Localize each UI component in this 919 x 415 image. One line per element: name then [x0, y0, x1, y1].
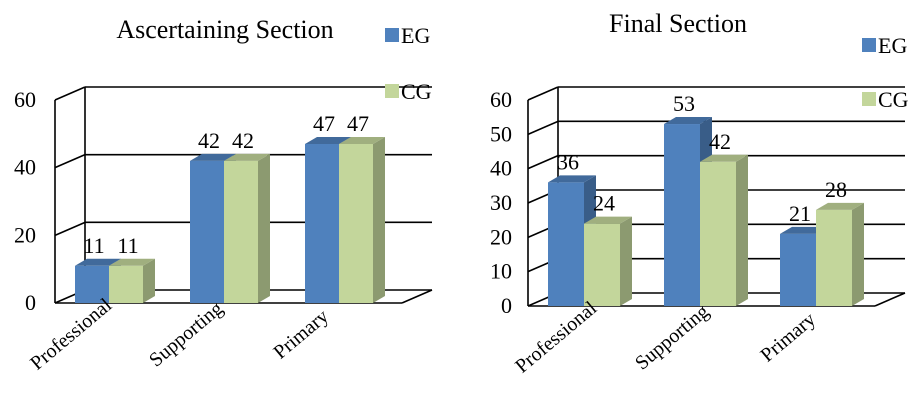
bar-side	[736, 154, 748, 306]
bar-front	[75, 265, 109, 303]
y-tick-label: 30	[490, 190, 512, 215]
bar-cg-primary: 47	[339, 111, 385, 303]
bar-top	[75, 258, 121, 266]
bar-side	[620, 216, 632, 306]
legend: EG CG	[862, 33, 909, 112]
chart-title: Ascertaining Section	[116, 15, 333, 44]
chart-title: Final Section	[609, 9, 747, 38]
bar-front	[780, 233, 816, 306]
y-tick-label: 40	[490, 156, 512, 181]
y-tick-label: 50	[490, 121, 512, 146]
bar-top	[190, 153, 236, 161]
bar-front	[816, 209, 852, 306]
floor-edge	[874, 292, 906, 307]
bar-front	[664, 124, 700, 307]
bar-cg-supporting: 42	[700, 129, 748, 306]
gridline-side	[54, 153, 86, 169]
data-label: 47	[347, 111, 369, 136]
bar-eg-supporting: 53	[664, 91, 712, 307]
bar-top	[548, 175, 596, 183]
data-label: 53	[673, 91, 695, 116]
y-tick-label: 60	[490, 87, 512, 112]
y-tick-label: 0	[25, 290, 36, 315]
floor-edge	[401, 289, 433, 304]
final-section-chart: Final Section 0 10 20 30 40 50 60 36 24 Professio…	[490, 9, 909, 378]
bar-front	[548, 182, 584, 306]
data-label: 47	[313, 111, 335, 136]
bar-front	[700, 161, 736, 306]
bar-front	[339, 143, 373, 303]
bar-cg-supporting: 42	[224, 128, 270, 303]
bar-front	[584, 223, 620, 306]
bar-top	[339, 136, 385, 144]
gridline-side	[527, 154, 559, 170]
bar-side	[258, 153, 270, 303]
legend-swatch-eg	[385, 28, 399, 42]
bar-front	[305, 143, 339, 303]
legend-label-cg: CG	[878, 87, 909, 112]
legend-label-eg: EG	[401, 23, 430, 48]
y-tick-label: 10	[490, 259, 512, 284]
bar-top	[816, 202, 864, 210]
ascertaining-section-chart: Ascertaining Section 0 20 40 60 11 11 Professi…	[14, 15, 433, 375]
data-label: 21	[789, 201, 811, 226]
data-label: 11	[117, 233, 138, 258]
bar-cg-professional: 24	[584, 191, 632, 306]
bar-top	[109, 258, 155, 266]
y-tick-label: 40	[14, 155, 36, 180]
legend-label-eg: EG	[878, 33, 907, 58]
x-tick-label: Supporting	[145, 297, 227, 371]
data-label: 24	[593, 191, 615, 216]
y-tick-label: 0	[501, 293, 512, 318]
legend-swatch-eg	[862, 38, 876, 52]
x-tick-label: Primary	[756, 308, 820, 366]
bar-top	[305, 136, 351, 144]
x-tick-label: Professional	[511, 297, 601, 378]
y-tick-label: 20	[14, 222, 36, 247]
data-label: 42	[232, 128, 254, 153]
bar-top	[700, 154, 748, 162]
y-tick-label: 60	[14, 87, 36, 112]
legend-label-cg: CG	[401, 79, 432, 104]
bar-side	[852, 202, 864, 306]
bar-cg-primary: 28	[816, 177, 864, 306]
legend-swatch-cg	[385, 84, 399, 98]
bar-side	[143, 258, 155, 303]
legend: EG CG	[385, 23, 432, 104]
data-label: 28	[825, 177, 847, 202]
bar-front	[190, 160, 224, 303]
bar-cg-professional: 11	[109, 233, 155, 303]
data-label: 42	[198, 128, 220, 153]
bar-front	[224, 160, 258, 303]
y-tick-label: 20	[490, 224, 512, 249]
bar-top	[664, 117, 712, 125]
legend-swatch-cg	[862, 92, 876, 106]
bar-top	[584, 216, 632, 224]
bar-top	[224, 153, 270, 161]
x-tick-label: Professional	[26, 294, 116, 375]
bar-side	[373, 136, 385, 303]
data-label: 36	[557, 149, 579, 174]
gridline-side	[527, 86, 559, 101]
gridline-side	[54, 86, 86, 101]
gridline-side	[54, 221, 86, 237]
x-tick-label: Supporting	[631, 300, 713, 374]
gridline-side	[527, 120, 559, 136]
data-label: 42	[709, 129, 731, 154]
bar-front	[109, 265, 143, 303]
data-label: 11	[83, 233, 104, 258]
x-tick-label: Primary	[269, 305, 333, 363]
